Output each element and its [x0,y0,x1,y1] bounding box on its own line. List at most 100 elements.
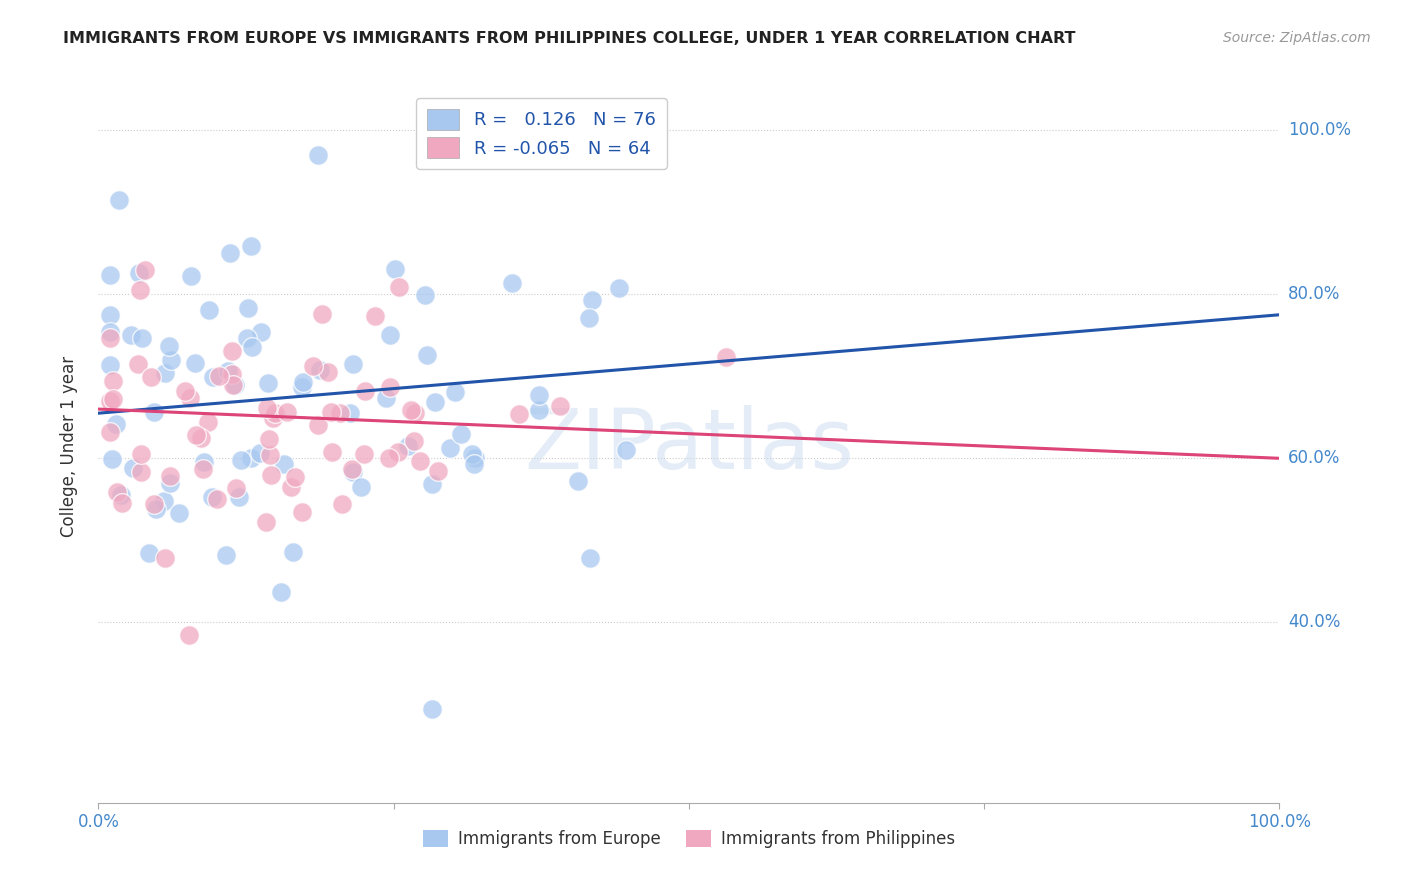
Legend: Immigrants from Europe, Immigrants from Philippines: Immigrants from Europe, Immigrants from … [416,823,962,855]
Point [420,477,443,491]
Point [332,498,354,512]
Point [160,353,183,368]
Point [409,453,432,467]
Point [384,262,406,277]
Point [281,545,304,559]
Point [98,325,121,339]
Text: 60.0%: 60.0% [1288,450,1340,467]
Point [215,548,238,562]
Point [527,388,550,402]
Point [98,425,121,439]
Point [614,443,637,458]
Point [415,288,437,302]
Point [129,447,152,461]
Point [186,428,208,442]
Point [270,585,292,599]
Point [122,461,145,475]
Point [302,359,325,373]
Point [127,357,149,371]
Point [283,470,305,484]
Point [308,363,330,377]
Point [159,475,181,490]
Point [190,431,212,445]
Point [396,439,419,453]
Point [101,374,124,388]
Point [567,474,589,488]
Point [101,451,124,466]
Point [291,375,314,389]
Point [375,391,398,405]
Point [142,497,165,511]
Point [276,405,298,419]
Point [129,283,152,297]
Point [307,148,329,162]
Point [193,455,215,469]
Point [256,401,278,415]
Point [249,446,271,460]
Point [307,418,329,433]
Point [259,467,281,482]
Point [257,432,280,446]
Point [224,378,246,392]
Point [318,366,340,380]
Point [120,328,142,343]
Point [415,348,437,362]
Point [444,385,467,400]
Point [340,462,363,476]
Point [159,469,181,483]
Point [228,490,250,504]
Text: 40.0%: 40.0% [1288,614,1340,632]
Point [128,266,150,280]
Point [105,484,128,499]
Point [380,379,402,393]
Text: 80.0%: 80.0% [1288,285,1340,303]
Point [145,502,167,516]
Y-axis label: College, Under 1 year: College, Under 1 year [59,355,77,537]
Point [177,628,200,642]
Point [157,338,180,352]
Point [388,280,411,294]
Point [98,309,121,323]
Point [607,281,630,295]
Point [238,301,260,315]
Point [548,399,571,413]
Point [311,307,333,321]
Point [198,302,221,317]
Point [291,379,314,393]
Point [143,404,166,418]
Point [450,426,472,441]
Point [321,444,343,458]
Point [461,447,484,461]
Point [342,465,364,479]
Point [236,331,259,345]
Point [378,327,401,342]
Point [254,515,277,529]
Point [463,457,485,471]
Point [138,546,160,560]
Point [387,445,409,459]
Point [129,465,152,479]
Point [229,453,252,467]
Point [501,277,523,291]
Point [578,310,600,325]
Point [221,343,243,358]
Text: ZIPatlas: ZIPatlas [524,406,853,486]
Point [131,331,153,345]
Point [319,404,342,418]
Point [256,376,278,391]
Point [208,369,231,384]
Point [197,415,219,429]
Point [714,350,737,364]
Point [191,462,214,476]
Point [420,702,443,716]
Point [262,410,284,425]
Point [221,367,243,381]
Text: Source: ZipAtlas.com: Source: ZipAtlas.com [1223,31,1371,45]
Point [527,402,550,417]
Point [399,403,422,417]
Point [101,392,124,407]
Point [167,507,190,521]
Point [111,496,134,510]
Point [239,451,262,466]
Point [201,370,224,384]
